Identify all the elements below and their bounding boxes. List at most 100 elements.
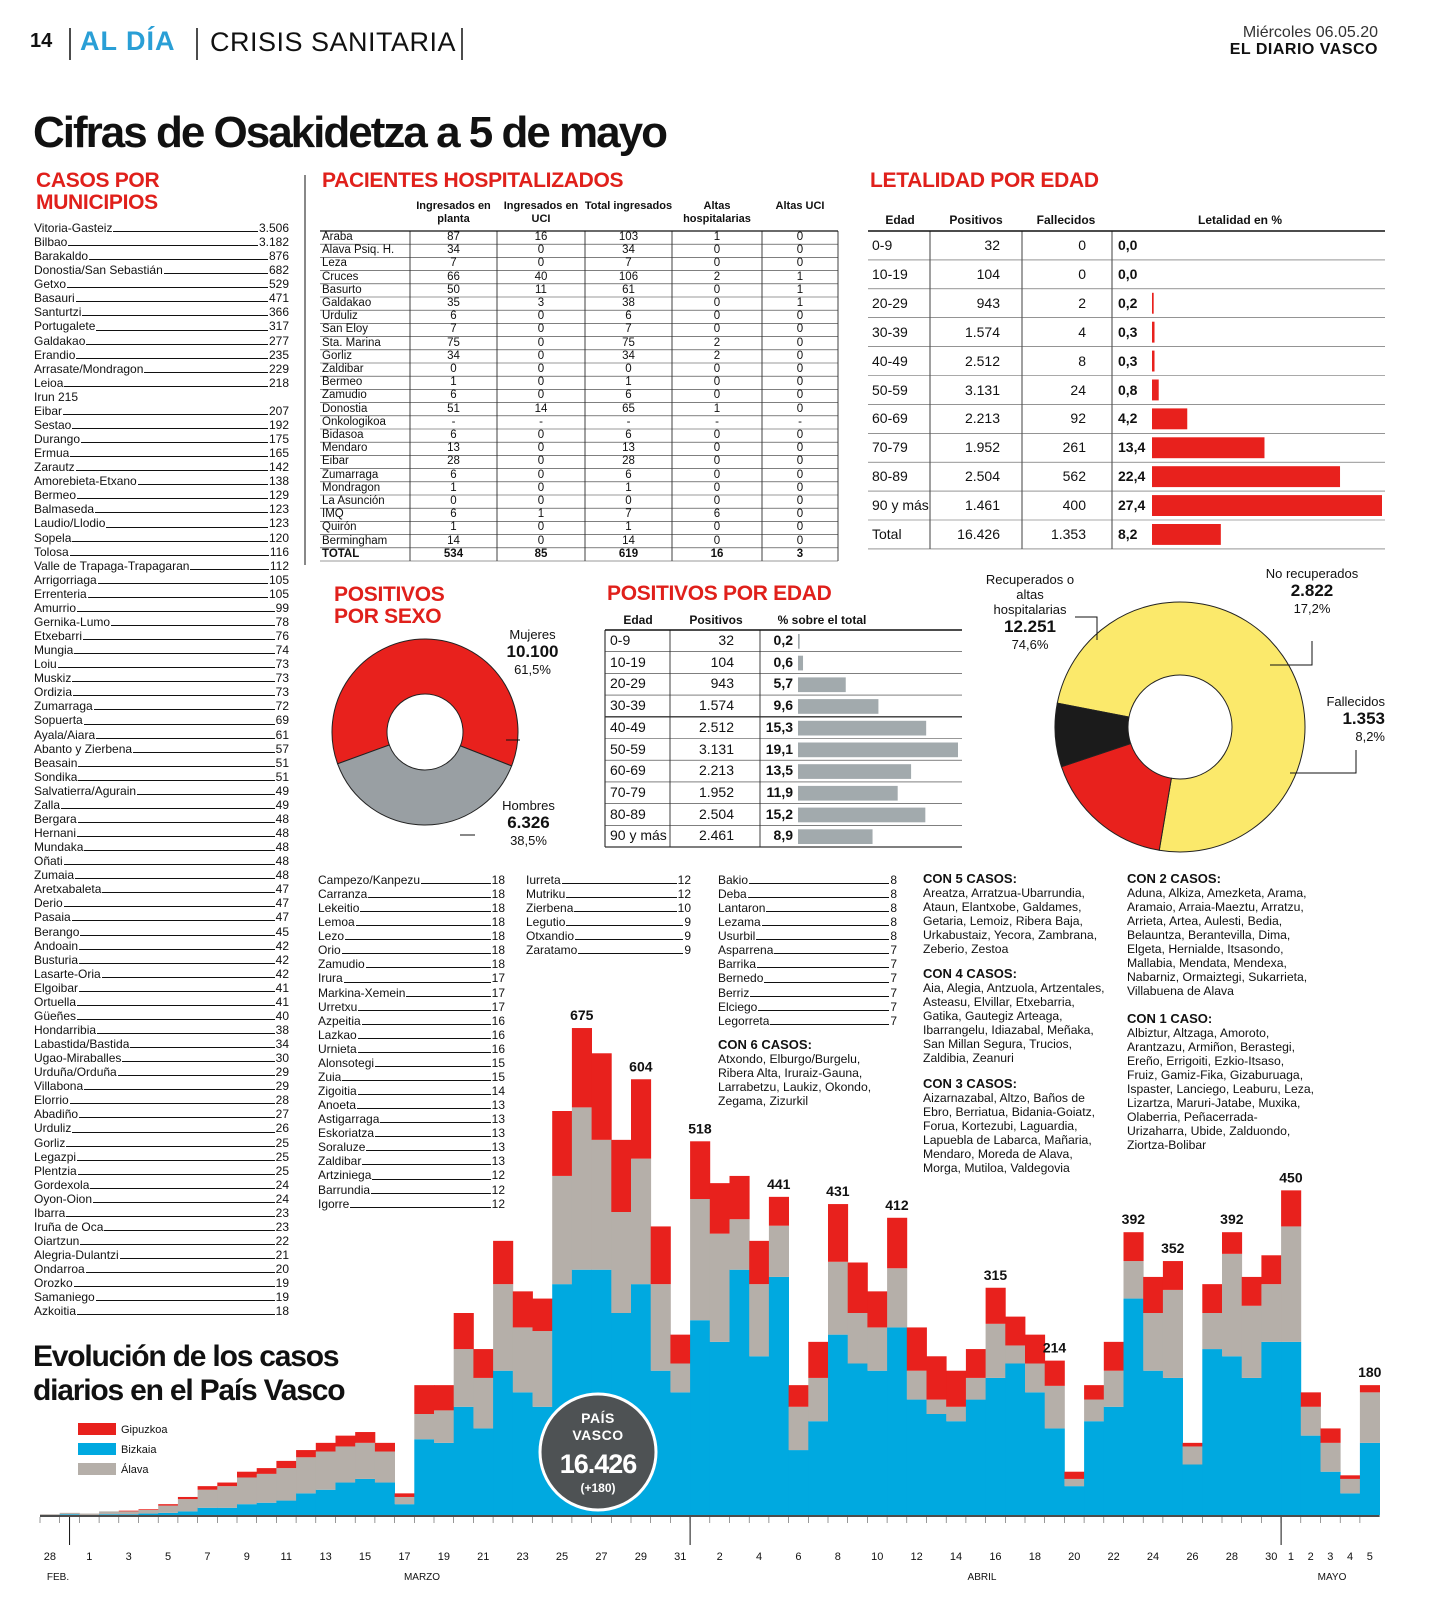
municipality: Asparrena <box>718 943 774 958</box>
deaths: 2 <box>1078 294 1086 311</box>
municipality: Barrundia <box>318 1182 371 1197</box>
age: 90 y más <box>872 497 929 514</box>
chart-title: Evolución de los casos diarios en el Paí… <box>33 1340 346 1407</box>
hospital-name: Zaldibar <box>322 363 364 375</box>
leader <box>566 897 677 899</box>
cases: 27 <box>275 1107 289 1122</box>
leader <box>66 1215 275 1217</box>
leader <box>69 554 269 556</box>
hospital-value: 0 <box>537 495 545 507</box>
age: 20-29 <box>872 294 908 311</box>
hospital-name: Bermeo <box>322 376 363 389</box>
cases: 112 <box>269 558 289 573</box>
bar-segment <box>670 1334 691 1364</box>
total-label: 441 <box>767 1176 791 1192</box>
hospital-name: Araba <box>322 231 353 243</box>
pct-label: 15,2 <box>765 805 793 822</box>
leader <box>380 1122 491 1124</box>
municipality: Pasaia <box>34 910 71 925</box>
bar-segment <box>571 1028 592 1108</box>
cases: 41 <box>275 994 289 1009</box>
hospital-value: 3 <box>537 297 545 309</box>
list-row: Astigarraga 13 <box>318 1112 505 1126</box>
bar-segment <box>611 1139 632 1212</box>
group-title: CON 5 CASOS: <box>923 871 1017 886</box>
cases: 142 <box>268 460 289 475</box>
group-text: Aizarnazabal, Altzo, Baños de Ebro, Berr… <box>923 1091 1096 1175</box>
municipality: Lemoa <box>318 915 355 930</box>
municipality: Soraluze <box>318 1140 366 1155</box>
leader <box>97 582 268 584</box>
municipality: Mundaka <box>34 840 84 855</box>
bar-segment <box>512 1392 533 1515</box>
bar-segment <box>118 1510 139 1512</box>
positives: 2.512 <box>964 352 1000 369</box>
date: Miércoles 06.05.20 <box>1242 24 1378 41</box>
cases: 18 <box>491 943 505 958</box>
bar-segment <box>1182 1442 1203 1447</box>
municipality: Erandio <box>34 347 76 362</box>
segment-value: 1.353 <box>1342 709 1385 728</box>
municipality: Orozko <box>34 1276 73 1291</box>
hospital-value: 0 <box>796 389 804 402</box>
municipality: Derio <box>34 896 63 911</box>
bar-segment <box>1359 1442 1380 1515</box>
age: 60-69 <box>872 410 908 427</box>
cases: 41 <box>275 980 289 995</box>
rate-label: 0,3 <box>1118 352 1138 369</box>
x-tick-label: 4 <box>756 1551 762 1563</box>
cases: 14 <box>491 1084 505 1099</box>
leader <box>81 442 268 444</box>
hospital-value: 0 <box>537 323 545 336</box>
leader <box>421 883 491 885</box>
list-row: Urnieta 16 <box>318 1042 505 1056</box>
bar-segment <box>828 1334 849 1515</box>
hospital-name: Mondragon <box>322 481 381 494</box>
municipality: Berriz <box>718 985 750 1000</box>
hospital-value: 0 <box>537 310 545 323</box>
segment-value: 10.100 <box>506 642 559 661</box>
list-row: Zumarraga 72 <box>34 699 289 713</box>
leader <box>95 512 268 514</box>
leader <box>133 751 275 753</box>
cases: 207 <box>268 403 289 418</box>
bar-segment <box>1320 1442 1341 1472</box>
bar-segment <box>808 1421 829 1515</box>
cases: 277 <box>268 333 289 348</box>
hospital-name: Eibar <box>322 455 349 468</box>
hospital-value: 1 <box>537 508 545 521</box>
bar-segment <box>1320 1471 1341 1515</box>
hospital-value: 0 <box>796 508 804 521</box>
leader <box>371 1192 491 1194</box>
positives: 2.213 <box>698 762 734 779</box>
leader <box>578 953 684 955</box>
segment-label: Hombres 6.326 38,5% <box>476 798 581 848</box>
group-text: Aduna, Alkiza, Amezketa, Arama, Aramaio,… <box>1127 886 1308 998</box>
list-row: Berango 45 <box>34 925 289 939</box>
total-label: 392 <box>1122 1211 1146 1227</box>
bar-segment <box>611 1212 632 1313</box>
hospital-value: 1 <box>625 521 632 534</box>
list-row: Villabona 29 <box>34 1079 289 1093</box>
leader <box>63 413 268 415</box>
x-tick-label: 2 <box>1308 1551 1314 1563</box>
total-label: 412 <box>885 1197 909 1213</box>
leader <box>84 850 275 852</box>
bar-segment <box>158 1512 179 1515</box>
hospital-value: 0 <box>796 323 804 336</box>
hospital-value: - <box>798 415 802 428</box>
leader <box>87 596 268 598</box>
age: 30-39 <box>610 697 646 714</box>
municipality: Lantaron <box>718 901 766 916</box>
bar-segment <box>1202 1284 1223 1313</box>
hospital-value: 85 <box>534 547 548 560</box>
x-tick-label: 25 <box>556 1551 568 1563</box>
list-row: Ondarroa 20 <box>34 1262 289 1276</box>
municipality: Urduña/Orduña <box>34 1065 117 1080</box>
leader <box>190 568 269 570</box>
x-tick-label: 30 <box>1265 1551 1277 1563</box>
leader <box>90 1187 275 1189</box>
bar-segment <box>847 1363 868 1515</box>
cases: 48 <box>275 868 289 883</box>
leader <box>73 695 275 697</box>
